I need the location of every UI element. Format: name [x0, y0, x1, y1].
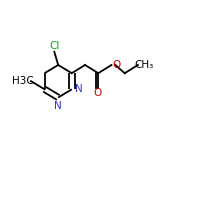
Text: N: N — [54, 101, 62, 111]
Text: O: O — [93, 88, 101, 98]
Text: CH₃: CH₃ — [135, 60, 154, 70]
Text: O: O — [113, 60, 121, 70]
Text: H3C: H3C — [12, 76, 34, 86]
Text: Cl: Cl — [49, 41, 59, 51]
Text: N: N — [75, 84, 83, 94]
